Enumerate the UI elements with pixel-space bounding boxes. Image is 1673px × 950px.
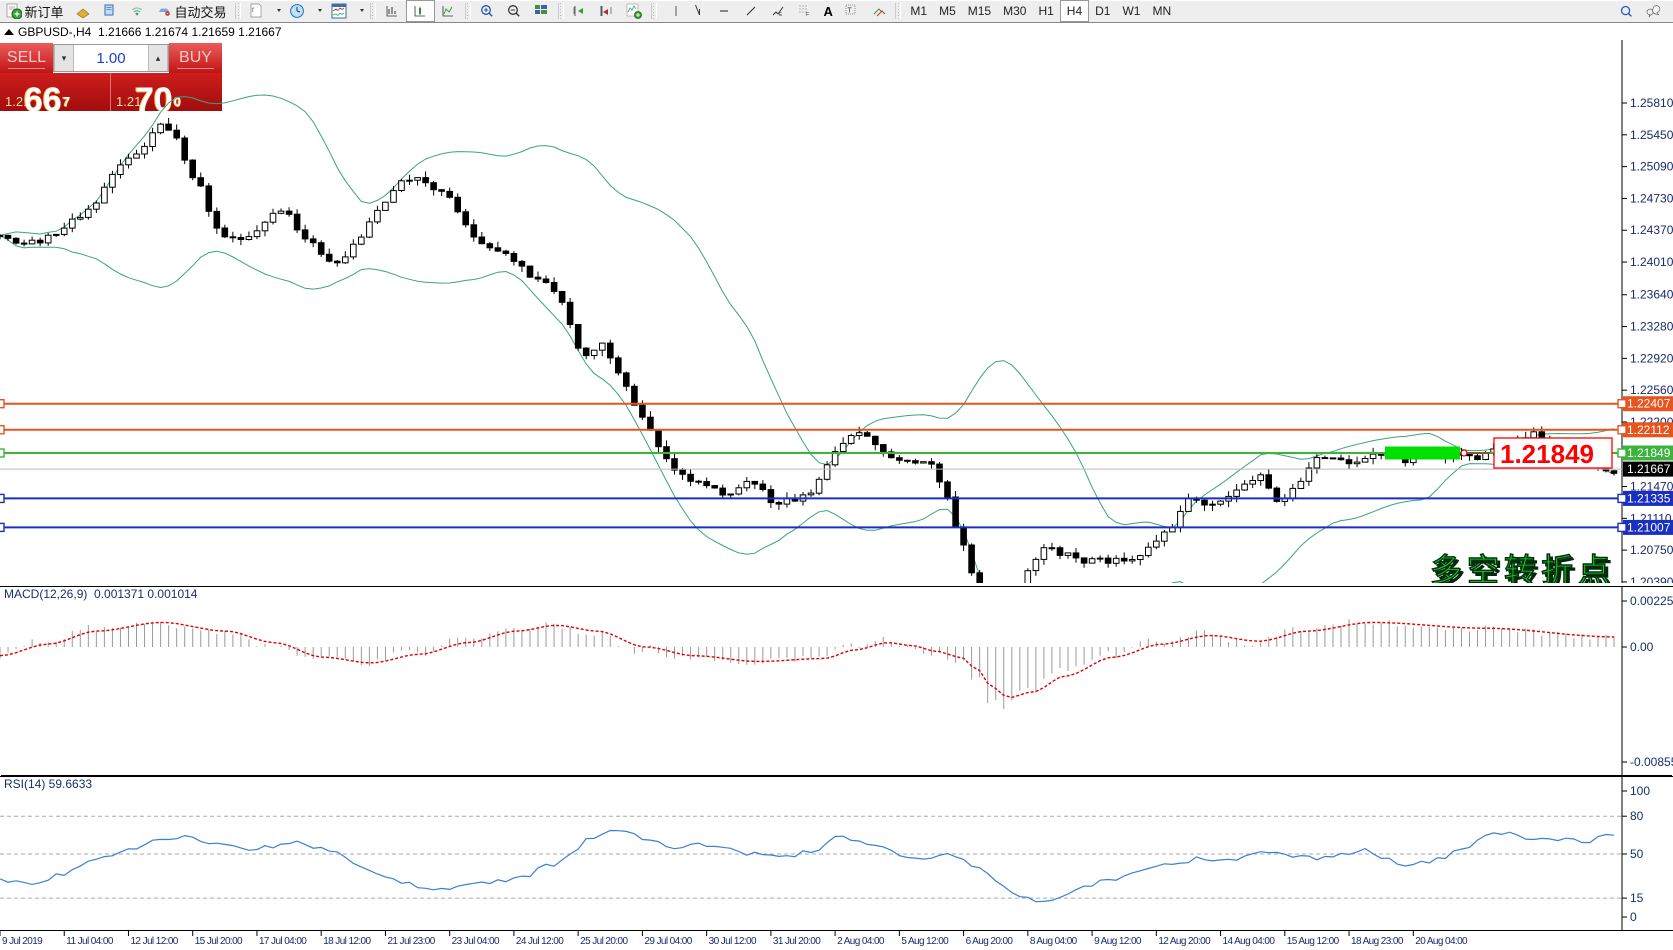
svg-text:50: 50 (1630, 847, 1644, 861)
svg-text:18 Jul 12:00: 18 Jul 12:00 (323, 936, 371, 947)
svg-text:18 Aug 23:00: 18 Aug 23:00 (1351, 936, 1404, 947)
svg-text:8 Aug 04:00: 8 Aug 04:00 (1030, 936, 1078, 947)
svg-text:1.23640: 1.23640 (1630, 288, 1673, 302)
svg-text:1.25450: 1.25450 (1630, 128, 1673, 142)
svg-text:1.22407: 1.22407 (1627, 397, 1671, 411)
svg-text:1.21667: 1.21667 (1627, 462, 1671, 476)
svg-text:1.21849: 1.21849 (1627, 446, 1671, 460)
svg-text:0.002256: 0.002256 (1630, 594, 1673, 608)
svg-text:1.22112: 1.22112 (1627, 423, 1670, 437)
svg-text:1.24730: 1.24730 (1630, 191, 1673, 205)
svg-text:1.24370: 1.24370 (1630, 223, 1673, 237)
svg-text:1.21849: 1.21849 (1500, 439, 1594, 469)
svg-text:E: E (779, 12, 783, 18)
svg-text:0: 0 (1630, 910, 1637, 924)
svg-text:2 Aug 04:00: 2 Aug 04:00 (837, 936, 885, 947)
svg-text:RSI(14) 59.6633: RSI(14) 59.6633 (4, 777, 92, 791)
svg-text:17 Jul 04:00: 17 Jul 04:00 (259, 936, 307, 947)
svg-text:20 Aug 04:00: 20 Aug 04:00 (1415, 936, 1468, 947)
svg-text:15: 15 (1630, 891, 1644, 905)
svg-text:MACD(12,26,9) 0.001371 0.0010: MACD(12,26,9) 0.001371 0.001014 (4, 587, 198, 601)
svg-text:31 Jul 20:00: 31 Jul 20:00 (773, 936, 821, 947)
svg-text:1.24010: 1.24010 (1630, 255, 1673, 269)
svg-text:9 Aug 12:00: 9 Aug 12:00 (1094, 936, 1142, 947)
svg-text:1.21007: 1.21007 (1627, 520, 1671, 534)
svg-text:6 Aug 20:00: 6 Aug 20:00 (966, 936, 1014, 947)
svg-text:1.23280: 1.23280 (1630, 320, 1673, 334)
svg-text:15 Aug 12:00: 15 Aug 12:00 (1287, 936, 1340, 947)
svg-text:80: 80 (1630, 809, 1644, 823)
svg-text:15 Jul 20:00: 15 Jul 20:00 (195, 936, 243, 947)
svg-text:5 Aug 12:00: 5 Aug 12:00 (901, 936, 949, 947)
svg-text:12 Aug 20:00: 12 Aug 20:00 (1158, 936, 1211, 947)
svg-text:1.25090: 1.25090 (1630, 160, 1673, 174)
svg-text:多空转折点: 多空转折点 (1430, 552, 1615, 583)
svg-text:1.22560: 1.22560 (1630, 383, 1673, 397)
svg-text:21 Jul 23:00: 21 Jul 23:00 (387, 936, 435, 947)
svg-text:1.21335: 1.21335 (1627, 491, 1671, 505)
svg-text:9 Jul 2019: 9 Jul 2019 (2, 936, 43, 947)
svg-text:11 Jul 04:00: 11 Jul 04:00 (66, 936, 114, 947)
svg-text:12 Jul 12:00: 12 Jul 12:00 (130, 936, 178, 947)
svg-text:F: F (806, 12, 809, 18)
svg-text:1.20390: 1.20390 (1630, 575, 1673, 583)
svg-text:1.22920: 1.22920 (1630, 351, 1673, 365)
svg-text:30 Jul 12:00: 30 Jul 12:00 (709, 936, 757, 947)
svg-text:100: 100 (1630, 784, 1650, 798)
svg-text:14 Aug 04:00: 14 Aug 04:00 (1223, 936, 1276, 947)
svg-text:23 Jul 04:00: 23 Jul 04:00 (452, 936, 500, 947)
svg-text:T: T (847, 8, 852, 15)
svg-text:1.25810: 1.25810 (1630, 96, 1673, 110)
svg-text:29 Jul 04:00: 29 Jul 04:00 (644, 936, 692, 947)
svg-text:25 Jul 20:00: 25 Jul 20:00 (580, 936, 628, 947)
svg-text:0.00: 0.00 (1630, 640, 1654, 654)
svg-text:24 Jul 12:00: 24 Jul 12:00 (516, 936, 564, 947)
svg-text:1.20750: 1.20750 (1630, 543, 1673, 557)
svg-text:-0.008553: -0.008553 (1630, 755, 1673, 769)
